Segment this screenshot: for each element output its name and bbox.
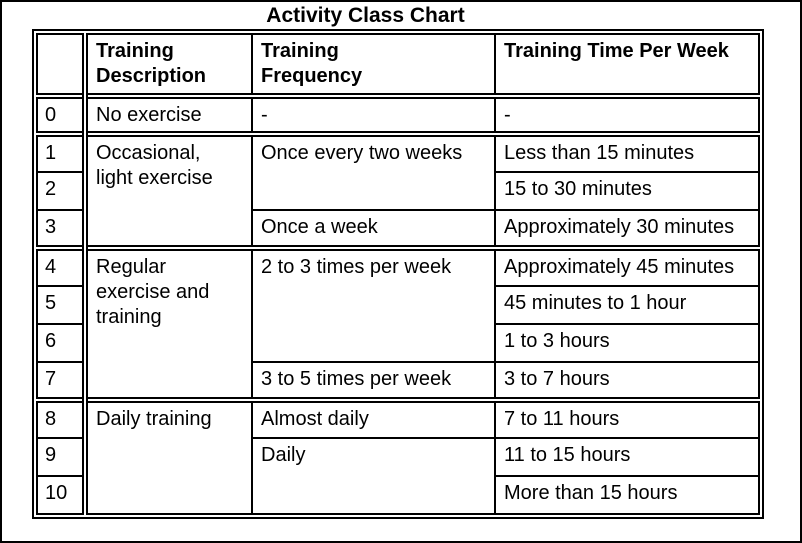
description-cell: Occasional, light exercise <box>84 131 253 249</box>
class-number-cell: 6 <box>36 323 88 363</box>
class-number-cell: 2 <box>36 171 88 211</box>
class-number-cell: 5 <box>36 285 88 325</box>
description-cell: Daily training <box>84 397 253 515</box>
class-number-cell: 3 <box>36 209 88 249</box>
frequency-cell: Once every two weeks <box>251 131 496 211</box>
training-time-header: Training Time Per Week <box>494 33 760 97</box>
training-frequency-header: Training Frequency <box>251 33 496 97</box>
time-cell: 15 to 30 minutes <box>494 171 760 211</box>
time-cell: 3 to 7 hours <box>494 361 760 401</box>
class-number-cell: 4 <box>36 245 88 287</box>
table-row-0: 0 No exercise - - <box>36 93 760 135</box>
frequency-cell: 2 to 3 times per week <box>251 245 496 363</box>
time-cell: Approximately 45 minutes <box>494 245 760 287</box>
description-cell: No exercise <box>84 93 253 135</box>
training-description-header: Training Description <box>84 33 253 97</box>
page-title: Activity Class Chart <box>266 4 465 27</box>
frequency-cell: Almost daily <box>251 397 496 439</box>
time-cell: 11 to 15 hours <box>494 437 760 477</box>
table-row-8: 8 Daily training Almost daily 7 to 11 ho… <box>36 397 760 515</box>
class-number-cell: 7 <box>36 361 88 401</box>
time-cell: 1 to 3 hours <box>494 323 760 363</box>
class-number-cell: 9 <box>36 437 88 477</box>
activity-class-table: Training Description Training Frequency … <box>36 33 760 515</box>
header-row: Training Description Training Frequency … <box>36 33 760 97</box>
class-number-cell: 1 <box>36 131 88 173</box>
table-row-5: 5 45 minutes to 1 hour <box>36 285 760 325</box>
table-row-9: 9 Daily 11 to 15 hours <box>36 437 760 515</box>
time-cell: More than 15 hours <box>494 475 760 515</box>
table-row-4: 4 Regular exercise and training 2 to 3 t… <box>36 245 760 401</box>
class-column-header <box>36 33 88 97</box>
activity-class-table-frame: Training Description Training Frequency … <box>32 29 764 519</box>
table-row-6: 6 1 to 3 hours <box>36 323 760 363</box>
description-cell: Regular exercise and training <box>84 245 253 401</box>
frequency-cell: Once a week <box>251 209 496 249</box>
time-cell: Less than 15 minutes <box>494 131 760 173</box>
frequency-cell: 3 to 5 times per week <box>251 361 496 401</box>
frequency-cell: Daily <box>251 437 496 515</box>
table-row-2: 2 15 to 30 minutes <box>36 171 760 211</box>
class-number-cell: 10 <box>36 475 88 515</box>
table-row-10: 10 More than 15 hours <box>36 475 760 515</box>
time-cell: Approximately 30 minutes <box>494 209 760 249</box>
table-row-3: 3 Once a week Approximately 30 minutes <box>36 209 760 249</box>
class-number-cell: 8 <box>36 397 88 439</box>
time-cell: - <box>494 93 760 135</box>
table-row-1: 1 Occasional, light exercise Once every … <box>36 131 760 249</box>
time-cell: 7 to 11 hours <box>494 397 760 439</box>
table-row-7: 7 3 to 5 times per week 3 to 7 hours <box>36 361 760 401</box>
time-cell: 45 minutes to 1 hour <box>494 285 760 325</box>
frequency-cell: - <box>251 93 496 135</box>
class-number-cell: 0 <box>36 93 88 135</box>
